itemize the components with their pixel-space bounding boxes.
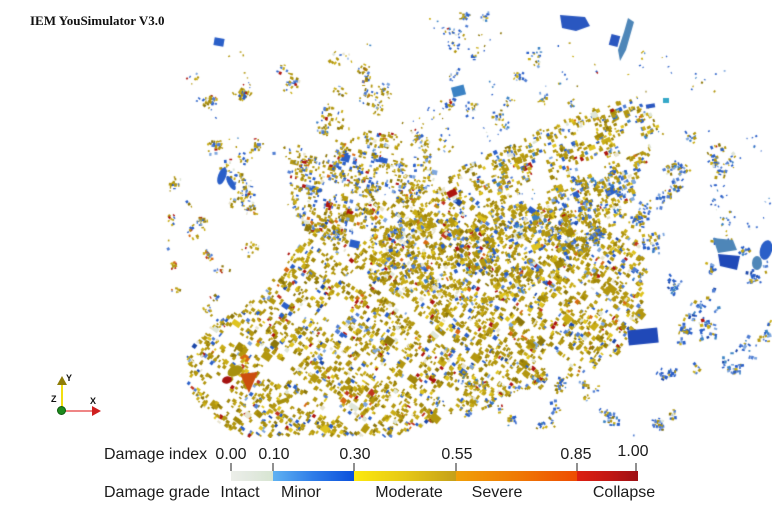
colorbar-tick bbox=[635, 463, 637, 471]
colorbar-segment bbox=[231, 471, 273, 481]
y-axis-label: Y bbox=[66, 373, 73, 383]
damage-index-value: 0.10 bbox=[258, 446, 290, 463]
x-axis-arrow-icon bbox=[92, 406, 101, 416]
x-axis-line bbox=[62, 410, 93, 412]
damage-index-value: 0.55 bbox=[441, 446, 473, 463]
damage-grade-value: Intact bbox=[220, 484, 260, 501]
colorbar-tick bbox=[272, 463, 274, 471]
app-title: IEM YouSimulator V3.0 bbox=[30, 13, 165, 28]
damage-grade-value: Severe bbox=[471, 484, 523, 501]
colorbar-tick bbox=[455, 463, 457, 471]
colorbar-tick bbox=[576, 463, 578, 471]
z-axis-label: Z bbox=[51, 394, 57, 404]
colorbar-tick bbox=[353, 463, 355, 471]
damage-index-value: 1.00 bbox=[617, 443, 649, 460]
damage-index-label: Damage index bbox=[104, 446, 208, 463]
damage-index-value: 0.30 bbox=[339, 446, 371, 463]
damage-grade-label: Damage grade bbox=[104, 484, 210, 501]
colorbar-segment bbox=[456, 471, 577, 481]
y-axis-line bbox=[61, 384, 63, 411]
colorbar-segment bbox=[273, 471, 354, 481]
x-axis-label: X bbox=[90, 396, 97, 406]
colorbar-segment bbox=[354, 471, 456, 481]
colorbar-tick bbox=[230, 463, 232, 471]
damage-grade-value: Minor bbox=[280, 484, 322, 501]
axis-triad: Y X Z bbox=[40, 372, 110, 422]
z-axis-dot-icon bbox=[57, 406, 66, 415]
colorbar-segment bbox=[577, 471, 638, 481]
damage-grade-value: Collapse bbox=[592, 484, 656, 501]
damage-index-value: 0.85 bbox=[560, 446, 592, 463]
damage-legend: Damage index Damage grade 0.00 0.10 0.30 0.… bbox=[0, 438, 772, 512]
damage-grade-value: Moderate bbox=[375, 484, 443, 501]
damage-index-value: 0.00 bbox=[215, 446, 247, 463]
y-axis-arrow-icon bbox=[57, 376, 67, 385]
